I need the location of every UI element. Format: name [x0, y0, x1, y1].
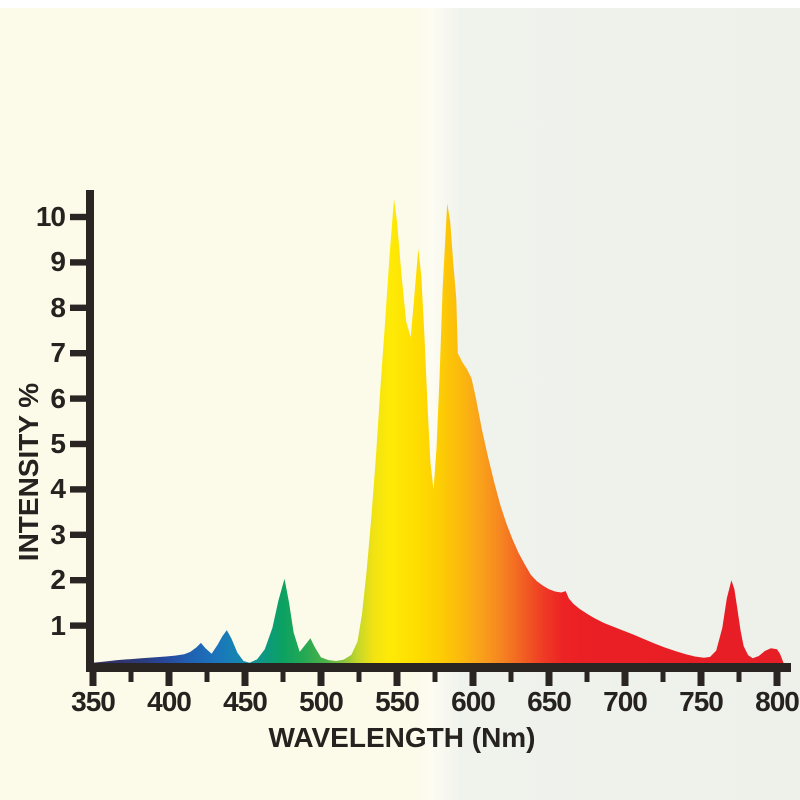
- y-tick-label: 8: [50, 291, 66, 323]
- x-tick-label: 500: [299, 686, 344, 717]
- x-axis-minor-tick: [584, 664, 590, 682]
- y-axis-tick: [70, 259, 87, 266]
- x-axis-major-tick: [621, 664, 629, 686]
- y-tick-label: 7: [50, 337, 66, 369]
- x-tick-label: 800: [755, 686, 800, 717]
- x-tick-label: 750: [679, 686, 724, 717]
- x-axis-major-tick: [773, 664, 781, 686]
- y-tick-label: 6: [50, 382, 66, 414]
- y-tick-label: 3: [50, 518, 66, 550]
- x-tick-label: 400: [147, 686, 192, 717]
- y-axis-tick: [70, 531, 87, 538]
- x-axis-minor-tick: [736, 664, 742, 682]
- x-tick-label: 600: [451, 686, 496, 717]
- x-axis-minor-tick: [432, 664, 438, 682]
- y-axis-tick: [70, 304, 87, 311]
- x-axis-line: [86, 663, 791, 672]
- x-axis-major-tick: [469, 664, 477, 686]
- x-axis-minor-tick: [128, 664, 134, 682]
- y-tick-label: 4: [50, 473, 66, 505]
- y-axis-tick: [70, 622, 87, 629]
- x-axis-minor-tick: [204, 664, 210, 682]
- y-axis-tick: [70, 440, 87, 448]
- y-tick-label: 1: [50, 609, 66, 641]
- y-tick-label: 2: [50, 564, 66, 596]
- x-axis-major-tick: [697, 664, 705, 686]
- y-axis-tick: [70, 486, 87, 493]
- x-axis-minor-tick: [660, 664, 666, 682]
- x-axis-minor-tick: [280, 664, 286, 682]
- y-tick-label: 10: [35, 201, 66, 232]
- x-tick-label: 700: [603, 686, 648, 717]
- x-axis-major-tick: [393, 664, 401, 686]
- x-axis-title: WAVELENGTH (Nm): [268, 722, 536, 753]
- x-axis-minor-tick: [356, 664, 362, 682]
- top-white-strip: [0, 0, 800, 8]
- x-axis-major-tick: [89, 664, 97, 686]
- x-tick-label: 350: [71, 686, 116, 717]
- y-axis-tick: [70, 577, 87, 584]
- spectrum-area-series: [93, 198, 785, 669]
- y-axis-tick: [70, 213, 87, 221]
- x-axis-major-tick: [545, 664, 553, 686]
- y-axis-tick: [70, 350, 87, 357]
- x-axis-major-tick: [241, 664, 249, 686]
- x-axis-minor-tick: [508, 664, 514, 682]
- x-tick-label: 450: [223, 686, 268, 717]
- y-axis-tick: [70, 395, 87, 402]
- x-axis-major-tick: [165, 664, 173, 686]
- x-tick-label: 550: [375, 686, 420, 717]
- x-axis-major-tick: [317, 664, 325, 686]
- y-tick-label: 9: [50, 246, 66, 278]
- y-axis-line: [86, 190, 94, 672]
- x-tick-label: 650: [527, 686, 572, 717]
- y-tick-label: 5: [50, 428, 66, 459]
